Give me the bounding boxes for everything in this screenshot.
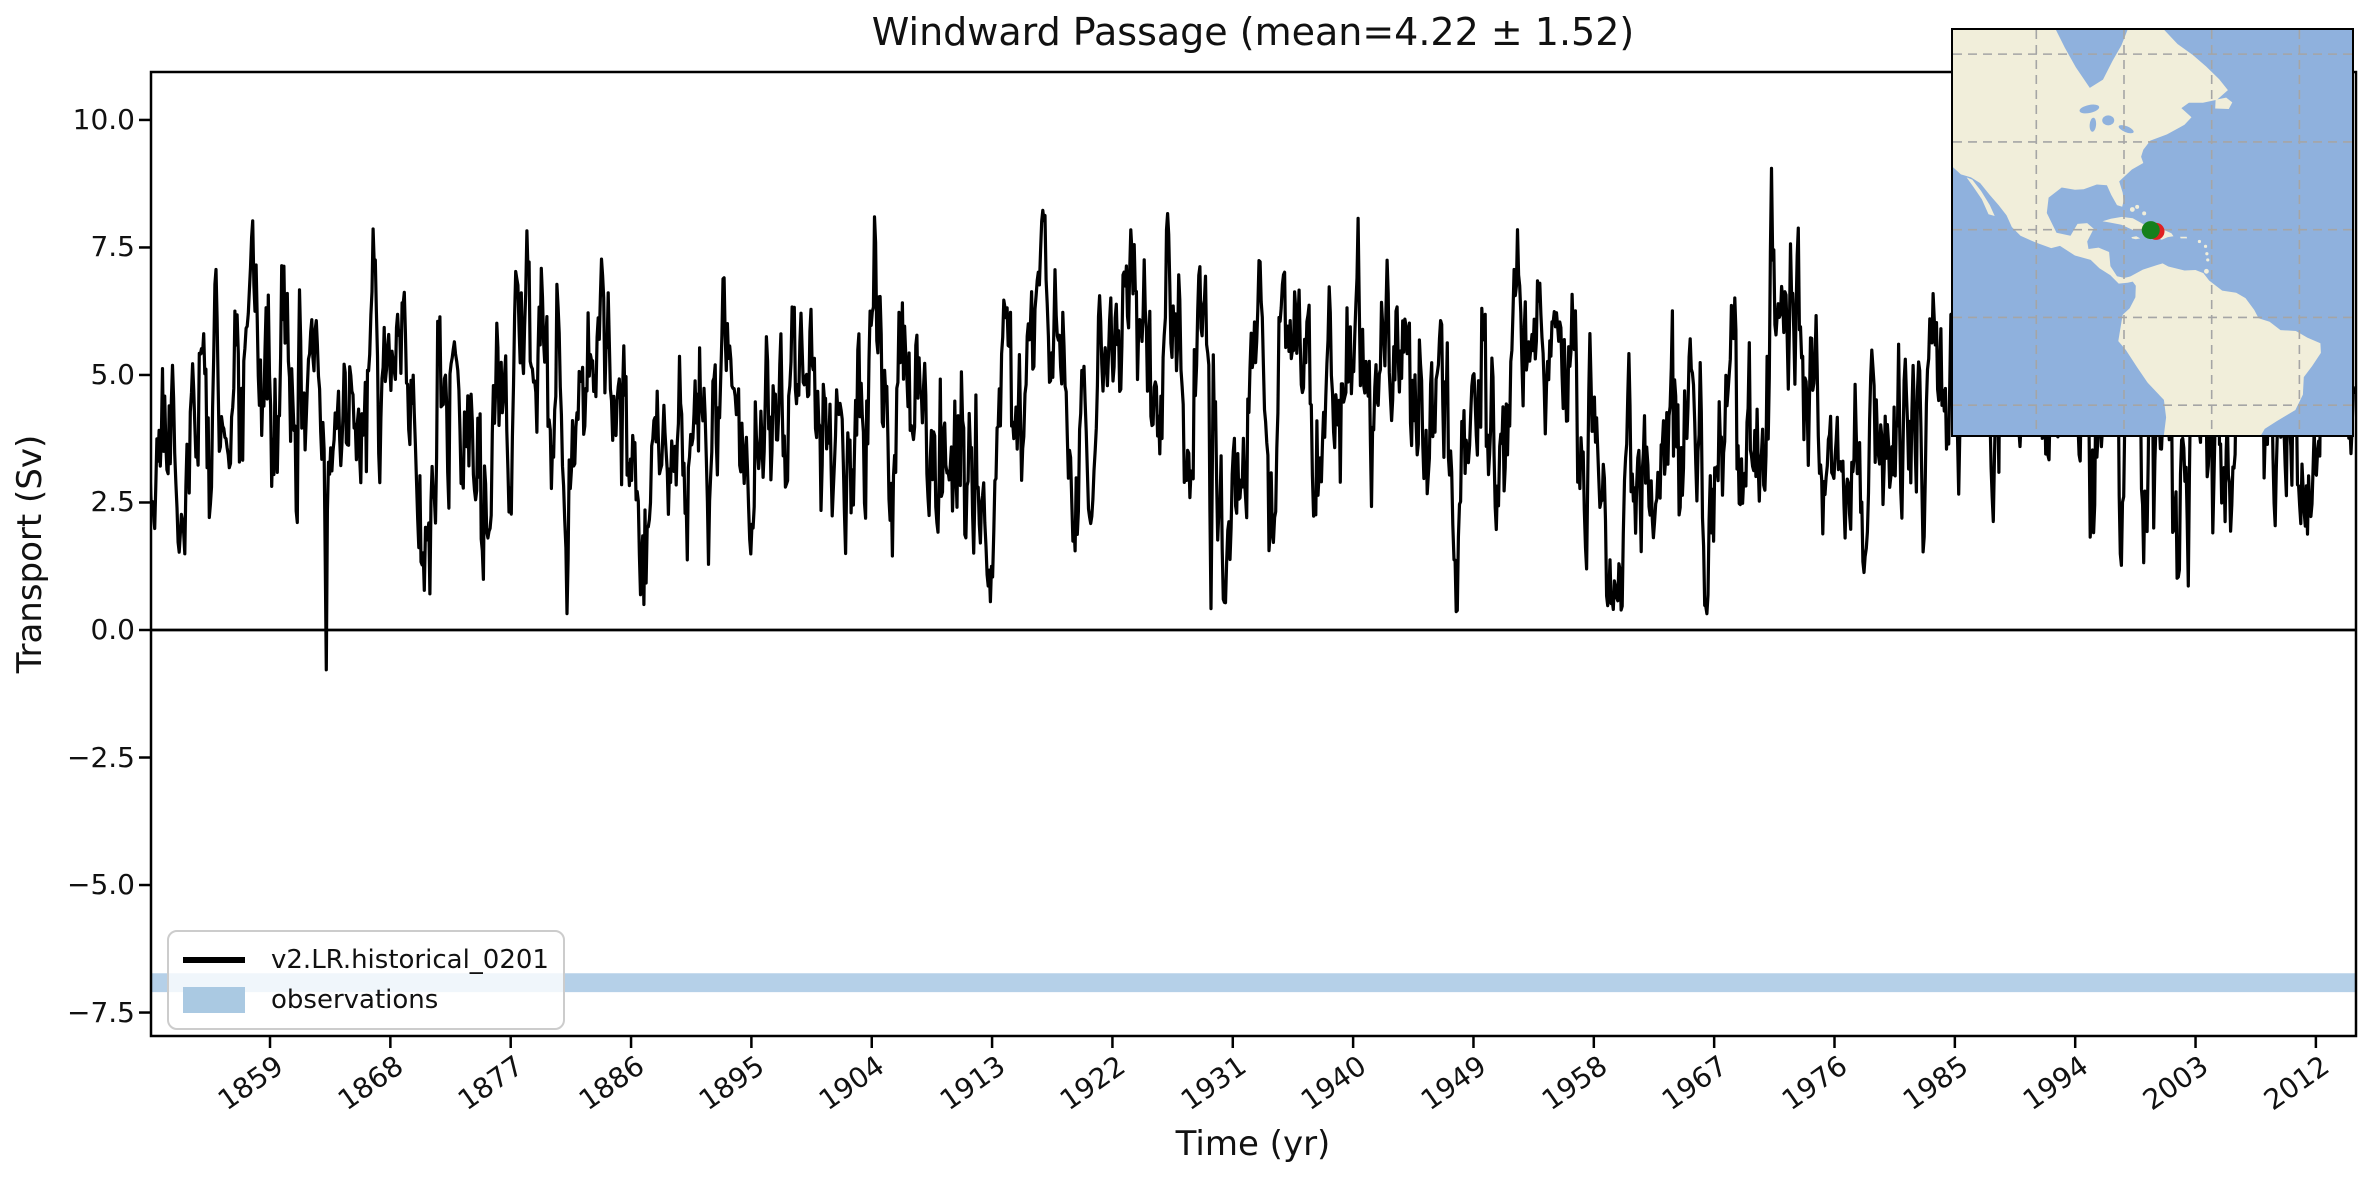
legend-label-observations: observations — [271, 985, 439, 1015]
legend-line-swatch — [183, 957, 245, 963]
y-tick-label: −2.5 — [67, 740, 135, 774]
land-puerto-rico — [2180, 236, 2188, 239]
y-tick-label: 2.5 — [90, 485, 135, 519]
land-south-america — [2118, 263, 2321, 435]
land-cuba — [2102, 216, 2150, 231]
plot-frame — [149, 70, 2358, 1038]
land-newfoundland — [2215, 97, 2233, 109]
lake-huron — [2102, 115, 2115, 126]
lake-erie-ontario — [2118, 125, 2134, 134]
island-bahama-2 — [2135, 204, 2140, 209]
island-antilles-1 — [2197, 239, 2202, 244]
land-jamaica — [2131, 236, 2141, 240]
marker-green — [2141, 221, 2160, 240]
y-tick-label: 0.0 — [90, 612, 135, 646]
map-inset — [1951, 28, 2354, 437]
island-antilles-3 — [2205, 252, 2209, 256]
y-tick-label: −5.0 — [67, 868, 135, 902]
island-antilles-2 — [2203, 244, 2208, 248]
land-baja-california — [1961, 175, 1995, 216]
legend-label-model: v2.LR.historical_0201 — [271, 945, 549, 975]
lake-michigan — [2089, 117, 2097, 132]
chart-title: Windward Passage (mean=4.22 ± 1.52) — [871, 10, 1635, 54]
island-bahama-1 — [2129, 207, 2135, 212]
y-tick-label: 10.0 — [72, 102, 135, 136]
island-trinidad — [2204, 268, 2209, 274]
legend: v2.LR.historical_0201 observations — [167, 930, 565, 1030]
map-canvas — [1953, 30, 2352, 435]
x-axis-label: Time (yr) — [1175, 1124, 1331, 1164]
lake-superior — [2079, 104, 2100, 114]
island-antilles-4 — [2206, 258, 2210, 262]
land-north-america — [1953, 30, 2228, 284]
y-tick-label: −7.5 — [67, 995, 135, 1029]
y-tick-label: 7.5 — [90, 230, 135, 264]
observations-band — [151, 973, 2356, 993]
legend-patch-swatch — [183, 987, 245, 1013]
y-tick-label: 5.0 — [90, 357, 135, 391]
island-bahama-3 — [2142, 211, 2147, 216]
legend-entry-observations: observations — [183, 980, 549, 1020]
legend-entry-model: v2.LR.historical_0201 — [183, 940, 549, 980]
